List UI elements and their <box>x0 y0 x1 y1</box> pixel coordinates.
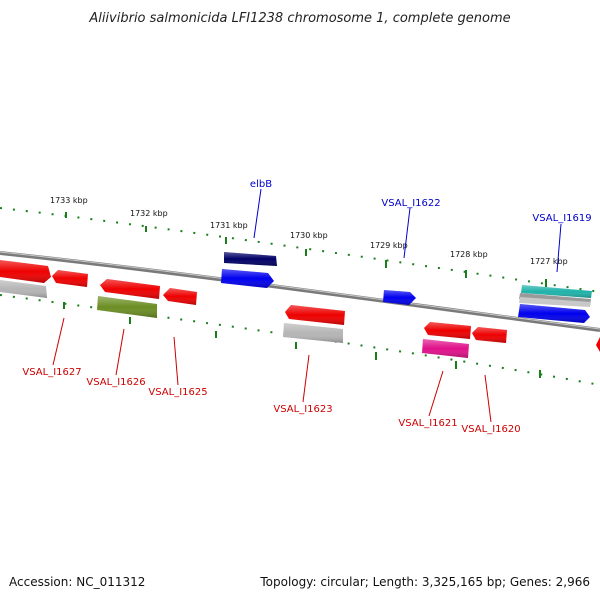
leader-1625 <box>173 336 179 386</box>
leader-elbB <box>253 188 262 239</box>
gene-red-small-a[interactable] <box>52 270 88 287</box>
tick-label: 1729 kbp <box>370 241 408 250</box>
label-vsal-i1621[interactable]: VSAL_I1621 <box>398 418 457 429</box>
gene-gray-1623[interactable] <box>283 323 343 343</box>
tick-label: 1730 kbp <box>290 231 328 240</box>
gene-red-1626[interactable] <box>100 279 160 299</box>
label-elbB[interactable]: elbB <box>250 179 272 190</box>
gene-red-edge[interactable] <box>596 337 600 352</box>
tick-labels: 1733 kbp 1732 kbp 1731 kbp 1730 kbp 1729… <box>50 196 568 266</box>
leader-1626 <box>115 328 125 376</box>
gene-blue-c[interactable] <box>518 304 590 323</box>
label-vsal-i1626[interactable]: VSAL_I1626 <box>86 377 145 388</box>
gene-navy-elbB[interactable] <box>224 252 277 266</box>
gene-red-1620[interactable] <box>472 327 507 343</box>
label-vsal-i1627[interactable]: VSAL_I1627 <box>22 367 81 378</box>
leader-1623 <box>302 354 310 403</box>
genome-summary-text: Topology: circular; Length: 3,325,165 bp… <box>259 575 590 589</box>
gene-magenta-1621[interactable] <box>422 339 469 358</box>
gene-red-1621[interactable] <box>424 322 471 339</box>
tick-label: 1728 kbp <box>450 250 488 259</box>
gene-gray-stack[interactable] <box>519 293 591 307</box>
reverse-genes <box>0 260 600 358</box>
gene-blue-a[interactable] <box>221 269 274 288</box>
backbone-highlight <box>0 251 600 330</box>
gene-olive-1626[interactable] <box>97 296 157 318</box>
gene-blue-b[interactable] <box>383 290 416 305</box>
label-vsal-i1619[interactable]: VSAL_I1619 <box>532 213 591 224</box>
tick-label: 1727 kbp <box>530 257 568 266</box>
gene-gray-1627[interactable] <box>0 280 47 298</box>
gene-labels: elbB VSAL_I1622 VSAL_I1619 VSAL_I1627 VS… <box>22 179 591 435</box>
leader-1622 <box>403 207 411 259</box>
tick-label: 1732 kbp <box>130 209 168 218</box>
label-vsal-i1622[interactable]: VSAL_I1622 <box>381 198 440 209</box>
label-vsal-i1625[interactable]: VSAL_I1625 <box>148 387 207 398</box>
gene-cyan[interactable] <box>521 285 592 298</box>
label-vsal-i1623[interactable]: VSAL_I1623 <box>273 404 332 415</box>
outer-tick-ring <box>0 207 600 293</box>
leader-1627 <box>52 317 65 366</box>
accession-text: Accession: NC_011312 <box>9 575 145 589</box>
major-ticks <box>63 212 547 378</box>
forward-genes <box>221 252 592 323</box>
gene-red-1627[interactable] <box>0 260 51 283</box>
label-vsal-i1620[interactable]: VSAL_I1620 <box>461 424 520 435</box>
leader-lines <box>52 188 562 423</box>
leader-1619 <box>556 223 562 273</box>
chromosome-backbone <box>0 251 600 332</box>
gene-red-1625[interactable] <box>163 288 197 305</box>
gene-red-1623[interactable] <box>285 305 345 325</box>
tick-label: 1733 kbp <box>50 196 88 205</box>
map-title: Aliivibrio salmonicida LFI1238 chromosom… <box>88 11 510 26</box>
leader-1621 <box>428 370 444 417</box>
leader-1620 <box>484 374 492 423</box>
tick-label: 1731 kbp <box>210 221 248 230</box>
